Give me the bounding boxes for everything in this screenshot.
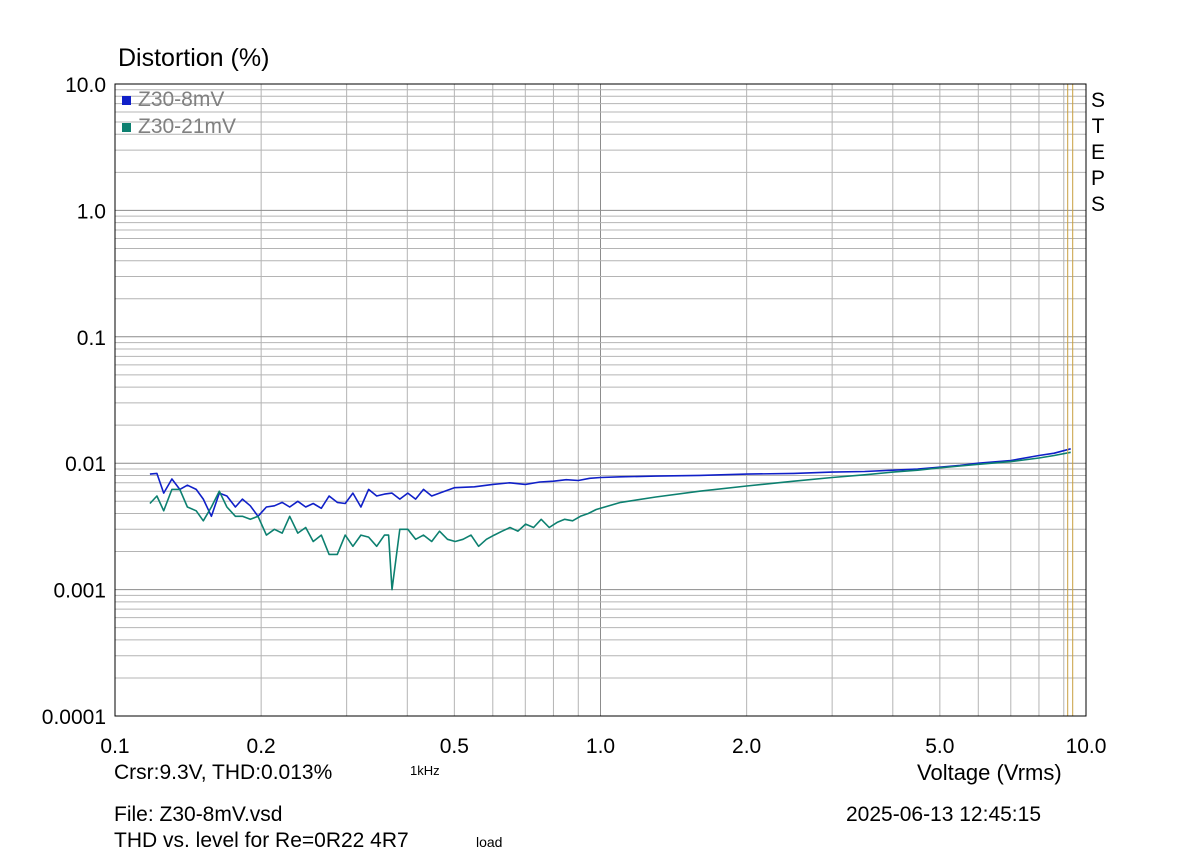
load-label: load [476, 834, 503, 850]
series-line-z30-8mv [149, 448, 1071, 518]
steps-letter: T [1091, 115, 1105, 138]
file-label: File: Z30-8mV.vsd [114, 803, 283, 826]
y-tick-label: 0.01 [65, 453, 106, 476]
legend-label: Z30-8mV [138, 88, 225, 111]
cursor-readout: Crsr:9.3V, THD:0.013% [114, 761, 333, 784]
series-layer [149, 448, 1071, 591]
description: THD vs. level for Re=0R22 4R7 [114, 829, 409, 852]
y-tick-label: 10.0 [65, 74, 106, 97]
frequency-label: 1kHz [410, 763, 440, 778]
y-tick-label: 0.1 [77, 327, 106, 350]
legend-label: Z30-21mV [138, 115, 237, 138]
x-tick-label: 0.1 [100, 735, 129, 758]
x-tick-label: 0.5 [440, 735, 469, 758]
y-tick-label: 1.0 [77, 200, 106, 223]
cursor-layer [1067, 84, 1074, 716]
tick-labels: 0.1 0.2 0.5 1.0 2.0 5.0 10.0 10.0 1.0 0.1 0.01 0.00… [42, 74, 1107, 758]
legend-item-z30-21mv: Z30-21mV [122, 115, 236, 139]
legend-swatch-icon [122, 95, 131, 105]
grid [114, 84, 1086, 717]
legend-swatch-icon [122, 122, 131, 132]
series-line-z30-21mv [149, 451, 1071, 591]
plot-frame [114, 83, 1087, 717]
timestamp: 2025-06-13 12:45:15 [846, 803, 1041, 826]
steps-letter: P [1090, 167, 1105, 190]
x-tick-label: 5.0 [925, 735, 954, 758]
steps-letter: S [1090, 89, 1105, 112]
steps-letter: S [1090, 193, 1105, 216]
y-axis-title: Distortion (%) [118, 44, 270, 72]
x-tick-label: 0.2 [247, 735, 276, 758]
x-tick-label: 2.0 [732, 735, 761, 758]
steps-letter: E [1090, 141, 1105, 164]
x-tick-label: 1.0 [586, 735, 615, 758]
x-axis-title: Voltage (Vrms) [917, 760, 1062, 785]
legend-item-z30-8mv: Z30-8mV [122, 88, 224, 112]
x-tick-label: 10.0 [1066, 735, 1107, 758]
y-tick-label: 0.001 [53, 580, 106, 603]
y-tick-label: 0.0001 [42, 706, 106, 729]
